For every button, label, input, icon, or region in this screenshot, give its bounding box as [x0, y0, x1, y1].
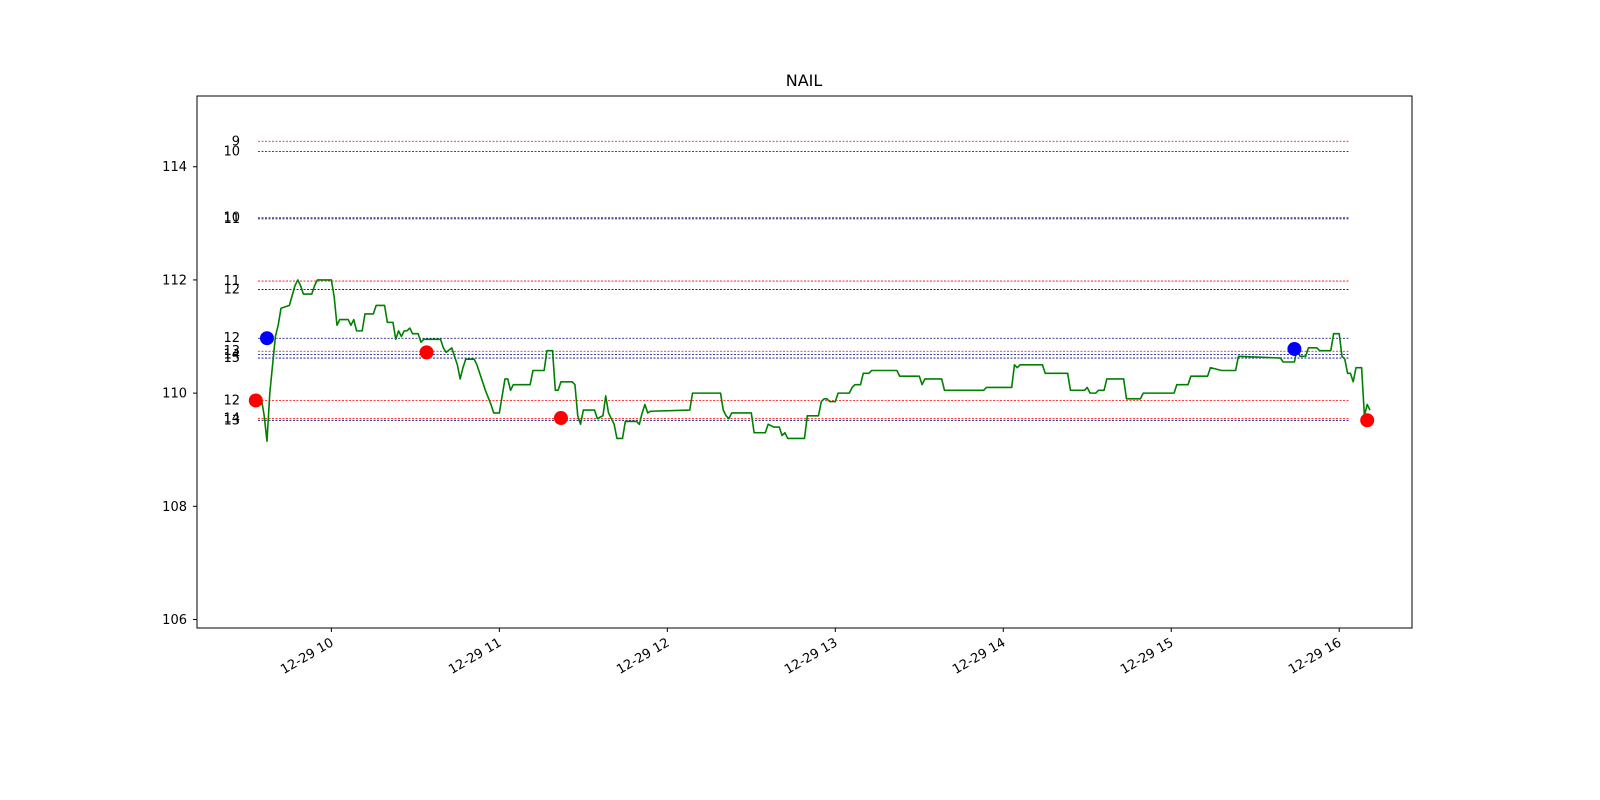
x-tick-label: 12-29 14 — [950, 635, 1008, 677]
x-tick-label: 12-29 13 — [782, 635, 840, 677]
level-label: 11 — [223, 212, 240, 227]
x-tick-label: 12-29 11 — [446, 635, 504, 677]
y-tick-label: 114 — [162, 160, 187, 175]
level-label: 15 — [223, 351, 240, 366]
sell-marker — [553, 411, 568, 426]
x-tick-label: 12-29 12 — [614, 635, 672, 677]
y-tick-label: 108 — [162, 500, 187, 515]
level-label: 10 — [223, 144, 240, 159]
y-tick-label: 110 — [162, 387, 187, 402]
level-label: 11 — [223, 274, 240, 289]
y-tick-label: 106 — [162, 613, 187, 628]
level-label: 12 — [223, 393, 240, 408]
x-tick-label: 12-29 10 — [278, 635, 336, 677]
sell-marker — [248, 393, 263, 408]
x-tick-label: 12-29 15 — [1118, 635, 1176, 677]
level-label: 9 — [232, 134, 240, 149]
level-label: 13 — [223, 413, 240, 428]
buy-marker — [259, 331, 274, 346]
buy-marker — [1287, 341, 1302, 356]
sell-marker — [419, 345, 434, 360]
level-label: 10 — [223, 211, 240, 226]
level-label: 14 — [223, 348, 240, 363]
level-label: 13 — [223, 344, 240, 359]
series-layer — [260, 279, 1371, 443]
markers-layer — [248, 331, 1375, 428]
level-label: 12 — [223, 283, 240, 298]
level-label: 14 — [223, 412, 240, 427]
chart-title: NAIL — [786, 71, 823, 90]
price-line — [260, 279, 1371, 443]
level-label: 12 — [223, 331, 240, 346]
sell-marker — [1360, 413, 1375, 428]
x-tick-label: 12-29 16 — [1286, 635, 1344, 677]
plot-frame — [196, 95, 1413, 629]
y-tick-label: 112 — [162, 273, 187, 288]
